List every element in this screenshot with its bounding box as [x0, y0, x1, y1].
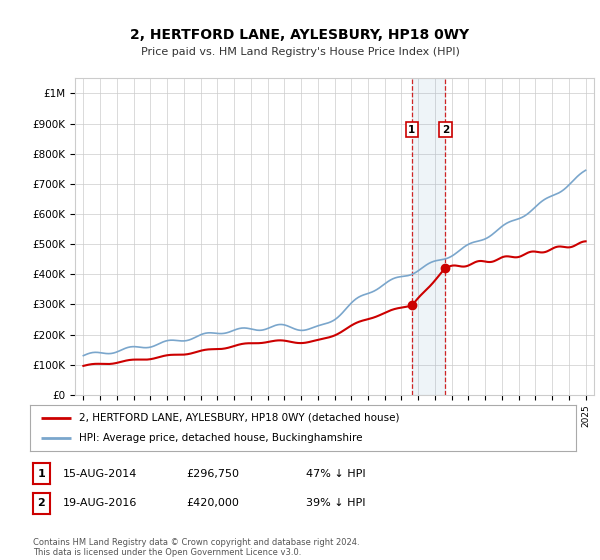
Text: 2: 2	[442, 125, 449, 134]
Text: 2, HERTFORD LANE, AYLESBURY, HP18 0WY: 2, HERTFORD LANE, AYLESBURY, HP18 0WY	[130, 28, 470, 42]
Text: Price paid vs. HM Land Registry's House Price Index (HPI): Price paid vs. HM Land Registry's House …	[140, 46, 460, 57]
Text: 47% ↓ HPI: 47% ↓ HPI	[306, 469, 365, 479]
Text: 15-AUG-2014: 15-AUG-2014	[63, 469, 137, 479]
Text: Contains HM Land Registry data © Crown copyright and database right 2024.
This d: Contains HM Land Registry data © Crown c…	[33, 538, 359, 557]
Text: 39% ↓ HPI: 39% ↓ HPI	[306, 498, 365, 508]
Text: 2: 2	[38, 498, 45, 508]
Text: 1: 1	[408, 125, 415, 134]
Bar	[412, 78, 445, 395]
Text: 19-AUG-2016: 19-AUG-2016	[63, 498, 137, 508]
Text: 1: 1	[38, 469, 45, 479]
Text: HPI: Average price, detached house, Buckinghamshire: HPI: Average price, detached house, Buck…	[79, 433, 362, 443]
Text: 2, HERTFORD LANE, AYLESBURY, HP18 0WY (detached house): 2, HERTFORD LANE, AYLESBURY, HP18 0WY (d…	[79, 413, 400, 423]
Text: £420,000: £420,000	[186, 498, 239, 508]
Text: £296,750: £296,750	[186, 469, 239, 479]
